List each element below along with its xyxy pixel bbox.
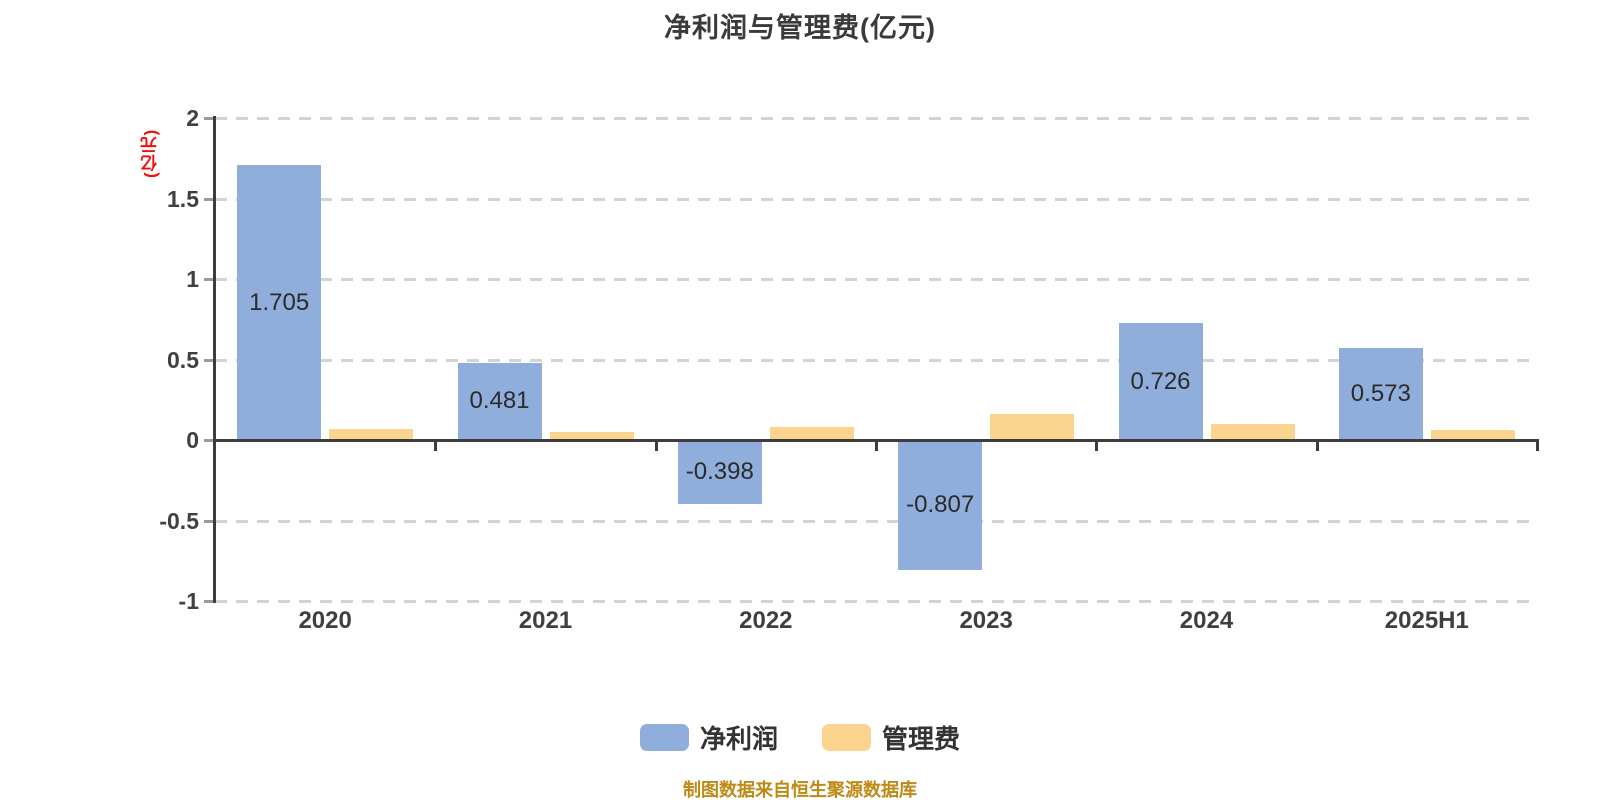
bar-net-profit-2023 [898,440,983,570]
y-axis-tick-mark [204,197,213,201]
y-axis-tick-label: 0.5 [167,346,199,373]
legend: 净利润 管理费 [0,719,1600,756]
x-axis-label-2021: 2021 [518,607,573,634]
legend-swatch-management-fee [822,724,871,751]
gridline-0.5 [215,358,1537,362]
bar-value-label-net-profit-2021: 0.481 [469,387,530,415]
bar-net-profit-2025H1 [1338,347,1423,440]
x-axis-label-2024: 2024 [1179,607,1234,634]
bar-management-fee-2021 [549,431,634,440]
y-axis-tick-label: 1.5 [167,185,199,212]
y-axis-tick-label: -1 [178,588,199,614]
bar-management-fee-2025H1 [1430,430,1515,440]
legend-label-net-profit: 净利润 [699,724,778,754]
gridline--0.5 [215,519,1537,523]
x-axis-tick-mark [1095,441,1099,451]
chart-title: 净利润与管理费(亿元) [664,13,936,43]
x-axis-label-2023: 2023 [959,607,1013,634]
bar-net-profit-2024 [1118,323,1203,440]
bar-value-label-net-profit-2023: -0.807 [906,490,975,518]
bar-net-profit-2022 [677,440,762,505]
y-axis-tick-mark [204,519,213,523]
bar-net-profit-2021 [457,362,542,440]
y-axis-tick-mark [204,278,213,281]
x-axis-label-2022: 2022 [739,607,793,634]
bar-management-fee-2024 [1210,423,1295,440]
legend-item-management-fee[interactable]: 管理费 [822,719,960,756]
x-axis-tick-mark [1315,441,1319,451]
y-axis-tick-mark [204,358,213,362]
y-axis-line [213,116,216,603]
x-axis-tick-mark [654,441,658,451]
y-axis-tick-mark [204,117,213,120]
x-axis-tick-mark [434,441,438,451]
bar-value-label-net-profit-2022: -0.398 [685,458,754,486]
y-axis-tick-label: -0.5 [159,507,199,534]
x-axis-tick-mark [1536,441,1539,451]
y-axis-tick-label: 0 [186,427,199,453]
legend-item-net-profit[interactable]: 净利润 [639,719,778,756]
x-axis-tick-mark [875,441,878,451]
gridline-1.5 [215,197,1537,201]
x-axis-line [213,439,1539,442]
bar-management-fee-2020 [329,428,414,440]
y-axis-tick-label: 2 [186,105,199,131]
gridline--1 [215,600,1537,603]
bar-net-profit-2020 [237,165,322,440]
footer-caption: 制图数据来自恒生聚源数据库 [683,780,917,800]
legend-swatch-net-profit [639,724,689,751]
y-axis-tick-label: 1 [186,266,199,292]
bar-management-fee-2022 [769,427,854,440]
x-axis-label-2025H1: 2025H1 [1384,607,1469,634]
x-axis-label-2020: 2020 [298,607,352,634]
gridline-2 [215,117,1537,120]
gridline-1 [215,278,1537,281]
legend-label-management-fee: 管理费 [882,724,961,754]
bar-value-label-net-profit-2024: 0.726 [1130,367,1191,395]
y-axis-tick-mark [204,439,213,442]
bar-value-label-net-profit-2020: 1.705 [249,288,310,316]
y-axis-tick-mark [204,600,213,603]
bar-management-fee-2023 [990,414,1075,440]
bar-value-label-net-profit-2025H1: 0.573 [1350,379,1411,407]
